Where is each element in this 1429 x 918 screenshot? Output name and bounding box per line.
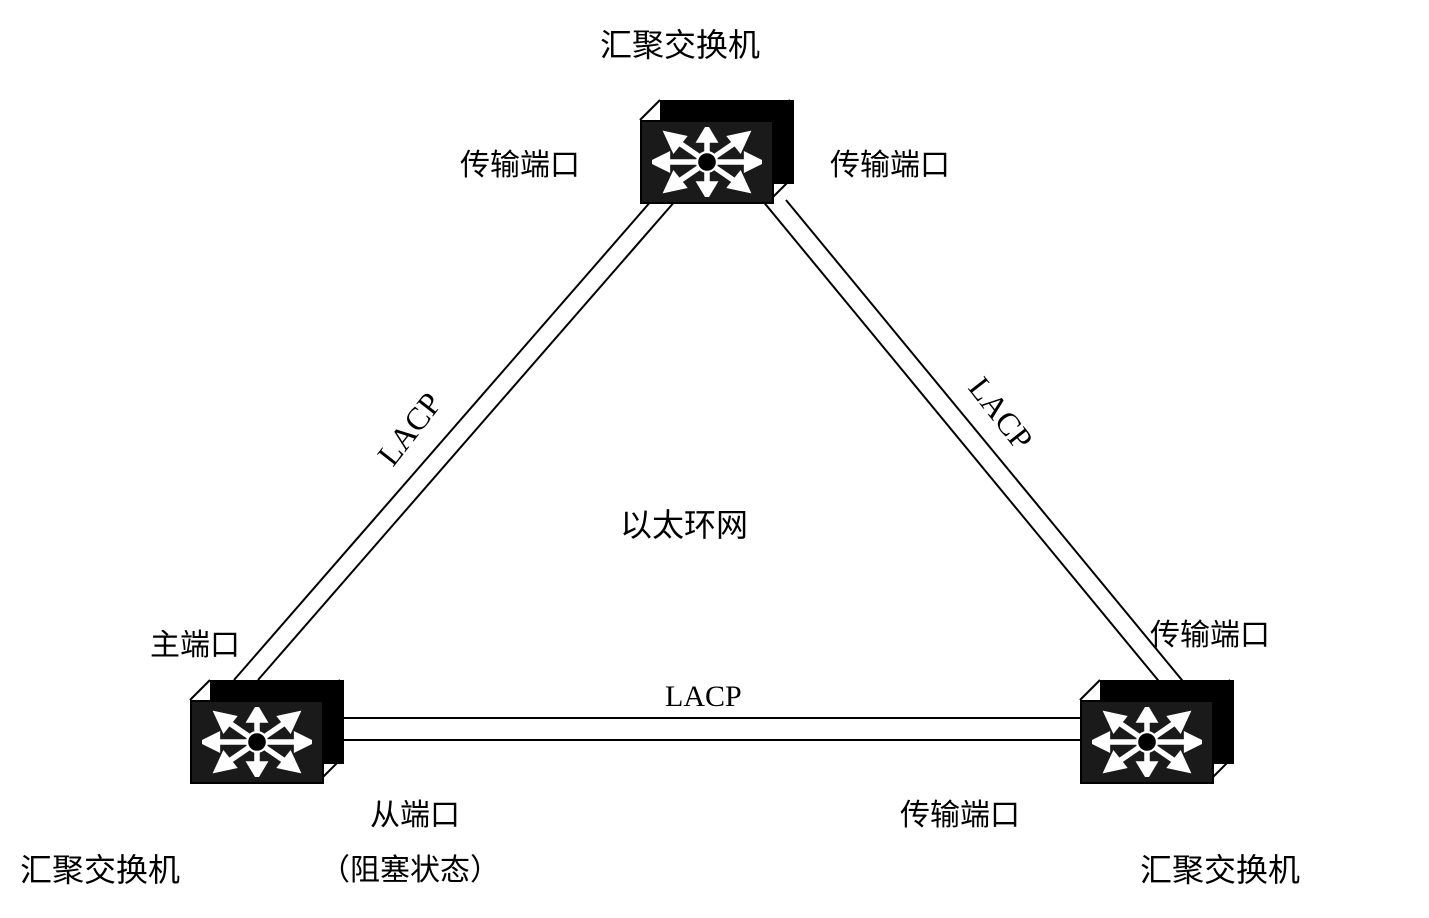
switch-bottom-left <box>190 680 340 780</box>
edge-top-right-label: LACP <box>961 370 1041 457</box>
switch-bottom-right-port-left: 传输端口 <box>900 790 1020 834</box>
switch-star-icon <box>1092 707 1202 777</box>
switch-top-port-left: 传输端口 <box>460 140 580 184</box>
switch-bottom-left-name: 汇聚交换机 <box>20 845 180 891</box>
diagram-title: 以太环网 <box>620 500 748 546</box>
switch-top-name: 汇聚交换机 <box>600 20 760 66</box>
switch-star-icon <box>202 707 312 777</box>
switch-bottom-left-port-right: 从端口 <box>370 790 460 834</box>
edge-bottom-label: LACP <box>665 680 742 714</box>
diagram-canvas: 以太环网 汇聚交换机 传输端口 传输端口 <box>0 0 1429 918</box>
switch-bottom-right-port-top: 传输端口 <box>1150 610 1270 654</box>
switch-bottom-left-port-top: 主端口 <box>150 620 240 664</box>
switch-top-port-right: 传输端口 <box>830 140 950 184</box>
switch-star-icon <box>652 127 762 197</box>
edge-top-left-label: LACP <box>370 386 450 473</box>
switch-bottom-right <box>1080 680 1230 780</box>
switch-bottom-right-name: 汇聚交换机 <box>1140 845 1300 891</box>
switch-bottom-left-port-right-status: （阻塞状态） <box>320 845 500 889</box>
switch-top <box>640 100 790 200</box>
